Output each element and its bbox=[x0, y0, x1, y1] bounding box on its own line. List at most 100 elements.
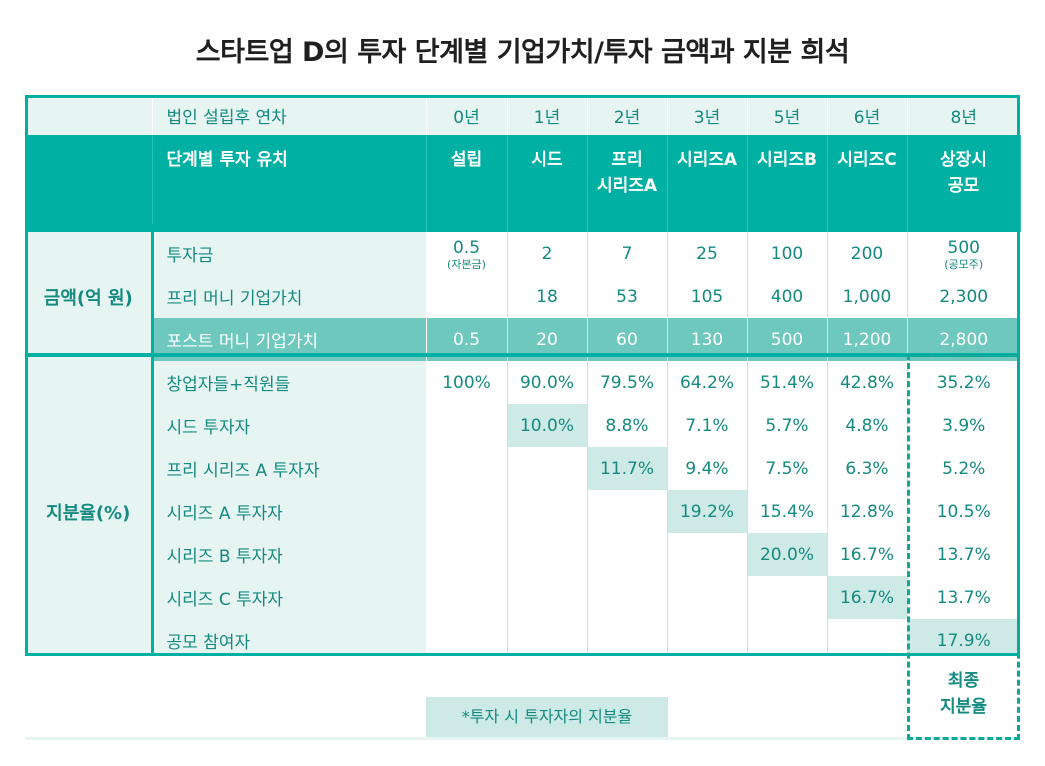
share-row-label: 시리즈 C 투자자 bbox=[152, 576, 427, 619]
stage-cell-line: 프리 bbox=[611, 150, 643, 170]
year-row-label: 법인 설립후 연차 bbox=[152, 95, 427, 135]
amount-value-text: 200 bbox=[850, 243, 884, 264]
share-value: 64.2% bbox=[667, 361, 748, 404]
share-value: 5.7% bbox=[747, 404, 828, 447]
amount-value-note: (공모주) bbox=[944, 257, 984, 271]
amount-value-text: 53 bbox=[616, 286, 638, 307]
share-value: 8.8% bbox=[587, 404, 668, 447]
share-row-label: 창업자들+직원들 bbox=[152, 361, 427, 404]
stage-cell-line: 설립 bbox=[450, 150, 483, 170]
stage-row: 단계별 투자 유치 설립 시드 프리 시리즈A 시리즈A 시리즈B 시리즈C 상장시 공모 bbox=[25, 135, 1021, 232]
share-row: 시리즈 A 투자자 19.2% 15.4% 12.8% 10.5% bbox=[25, 490, 1020, 533]
amount-value-text: 1,000 bbox=[842, 286, 892, 307]
share-value: 3.9% bbox=[907, 404, 1020, 447]
page-title: 스타트업 D의 투자 단계별 기업가치/투자 금액과 지분 희석 bbox=[195, 37, 850, 68]
share-value: 16.7% bbox=[827, 576, 908, 619]
share-group-label: 지분율(%) bbox=[25, 361, 153, 662]
share-value bbox=[747, 576, 828, 619]
share-value bbox=[507, 490, 588, 533]
share-value bbox=[426, 447, 508, 490]
stage-cell-line: 시리즈C bbox=[837, 150, 897, 170]
amount-value: 2 bbox=[507, 232, 588, 275]
amount-group-label: 금액(억 원) bbox=[25, 232, 153, 361]
amount-value-text: 2,800 bbox=[939, 329, 989, 350]
share-row-label: 시드 투자자 bbox=[152, 404, 427, 447]
share-value: 4.8% bbox=[827, 404, 908, 447]
amount-value-text: 18 bbox=[536, 286, 558, 307]
amount-value: 7 bbox=[587, 232, 668, 275]
share-value bbox=[507, 533, 588, 576]
amount-value: 500 bbox=[747, 318, 828, 361]
amount-value-text: 1,200 bbox=[842, 329, 892, 350]
share-value: 79.5% bbox=[587, 361, 668, 404]
investment-table: 법인 설립후 연차 0년 1년 2년 3년 5년 6년 8년 단계별 투자 유치 설립 시드 프리 시리… bbox=[25, 95, 1021, 662]
share-value bbox=[667, 533, 748, 576]
amount-value-text: 500 bbox=[947, 237, 980, 258]
share-value: 13.7% bbox=[907, 533, 1020, 576]
amount-value-text: 100 bbox=[770, 243, 804, 264]
share-value bbox=[426, 404, 508, 447]
share-value: 13.7% bbox=[907, 576, 1020, 619]
amount-row-label: 프리 머니 기업가치 bbox=[152, 275, 427, 318]
year-cell: 5년 bbox=[747, 95, 828, 135]
share-value: 20.0% bbox=[747, 533, 828, 576]
stage-cell-line: 시리즈B bbox=[757, 150, 817, 170]
share-value bbox=[426, 490, 508, 533]
amount-value: 1,200 bbox=[827, 318, 908, 361]
year-cell: 8년 bbox=[907, 95, 1020, 135]
amount-row: 프리 머니 기업가치 18 53 105 400 1,000 2,300 bbox=[25, 275, 1020, 318]
share-value: 100% bbox=[426, 361, 508, 404]
year-cell: 2년 bbox=[587, 95, 668, 135]
highlight-note: *투자 시 투자자의 지분율 bbox=[426, 697, 668, 737]
share-row-label: 시리즈 A 투자자 bbox=[152, 490, 427, 533]
amount-value-text: 20 bbox=[536, 329, 558, 350]
amount-value: 20 bbox=[507, 318, 588, 361]
stage-row-label: 단계별 투자 유치 bbox=[152, 135, 427, 232]
share-value bbox=[587, 490, 668, 533]
share-value: 42.8% bbox=[827, 361, 908, 404]
amount-value: 200 bbox=[827, 232, 908, 275]
year-cell: 3년 bbox=[667, 95, 748, 135]
share-row: 시드 투자자 10.0% 8.8% 7.1% 5.7% 4.8% 3.9% bbox=[25, 404, 1020, 447]
share-value: 11.7% bbox=[587, 447, 668, 490]
amount-value: 0.5 bbox=[426, 318, 508, 361]
amount-row-label: 포스트 머니 기업가치 bbox=[152, 318, 427, 361]
amount-value-text: 130 bbox=[690, 329, 724, 350]
amount-value: 130 bbox=[667, 318, 748, 361]
share-value: 15.4% bbox=[747, 490, 828, 533]
amount-value: 2,800 bbox=[907, 318, 1020, 361]
share-row-label: 프리 시리즈 A 투자자 bbox=[152, 447, 427, 490]
stage-cell: 시리즈C bbox=[827, 135, 908, 232]
share-row: 시리즈 C 투자자 16.7% 13.7% bbox=[25, 576, 1020, 619]
stage-cell-line: 시리즈A bbox=[596, 176, 658, 196]
share-value: 5.2% bbox=[907, 447, 1020, 490]
amount-row-label: 투자금 bbox=[152, 232, 427, 275]
share-value: 10.0% bbox=[507, 404, 588, 447]
stage-cell: 시드 bbox=[507, 135, 588, 232]
share-value: 7.5% bbox=[747, 447, 828, 490]
group-divider bbox=[151, 224, 154, 656]
amount-row: 포스트 머니 기업가치 0.5 20 60 130 500 1,200 2,800 bbox=[25, 318, 1020, 361]
share-value: 7.1% bbox=[667, 404, 748, 447]
stage-cell: 설립 bbox=[426, 135, 508, 232]
amount-value: 25 bbox=[667, 232, 748, 275]
stage-cell-line: 시드 bbox=[531, 150, 563, 170]
amount-value-note: (자본금) bbox=[447, 257, 486, 271]
share-row: 지분율(%) 창업자들+직원들 100% 90.0% 79.5% 64.2% 51.4% 42… bbox=[25, 361, 1020, 662]
amount-value-text: 400 bbox=[770, 286, 804, 307]
amount-value: 0.5 (자본금) bbox=[426, 232, 508, 275]
share-value: 51.4% bbox=[747, 361, 828, 404]
amount-value-text: 105 bbox=[690, 286, 724, 307]
stage-cell: 시리즈B bbox=[747, 135, 828, 232]
stage-row-blank bbox=[25, 135, 153, 232]
amount-value-text: 2 bbox=[541, 243, 553, 264]
year-row-blank bbox=[25, 95, 153, 135]
share-value: 10.5% bbox=[907, 490, 1020, 533]
share-value: 35.2% bbox=[907, 361, 1020, 404]
share-value: 16.7% bbox=[827, 533, 908, 576]
stage-cell: 시리즈A bbox=[667, 135, 748, 232]
share-value bbox=[587, 533, 668, 576]
share-row: 시리즈 B 투자자 20.0% 16.7% 13.7% bbox=[25, 533, 1020, 576]
share-value: 19.2% bbox=[667, 490, 748, 533]
